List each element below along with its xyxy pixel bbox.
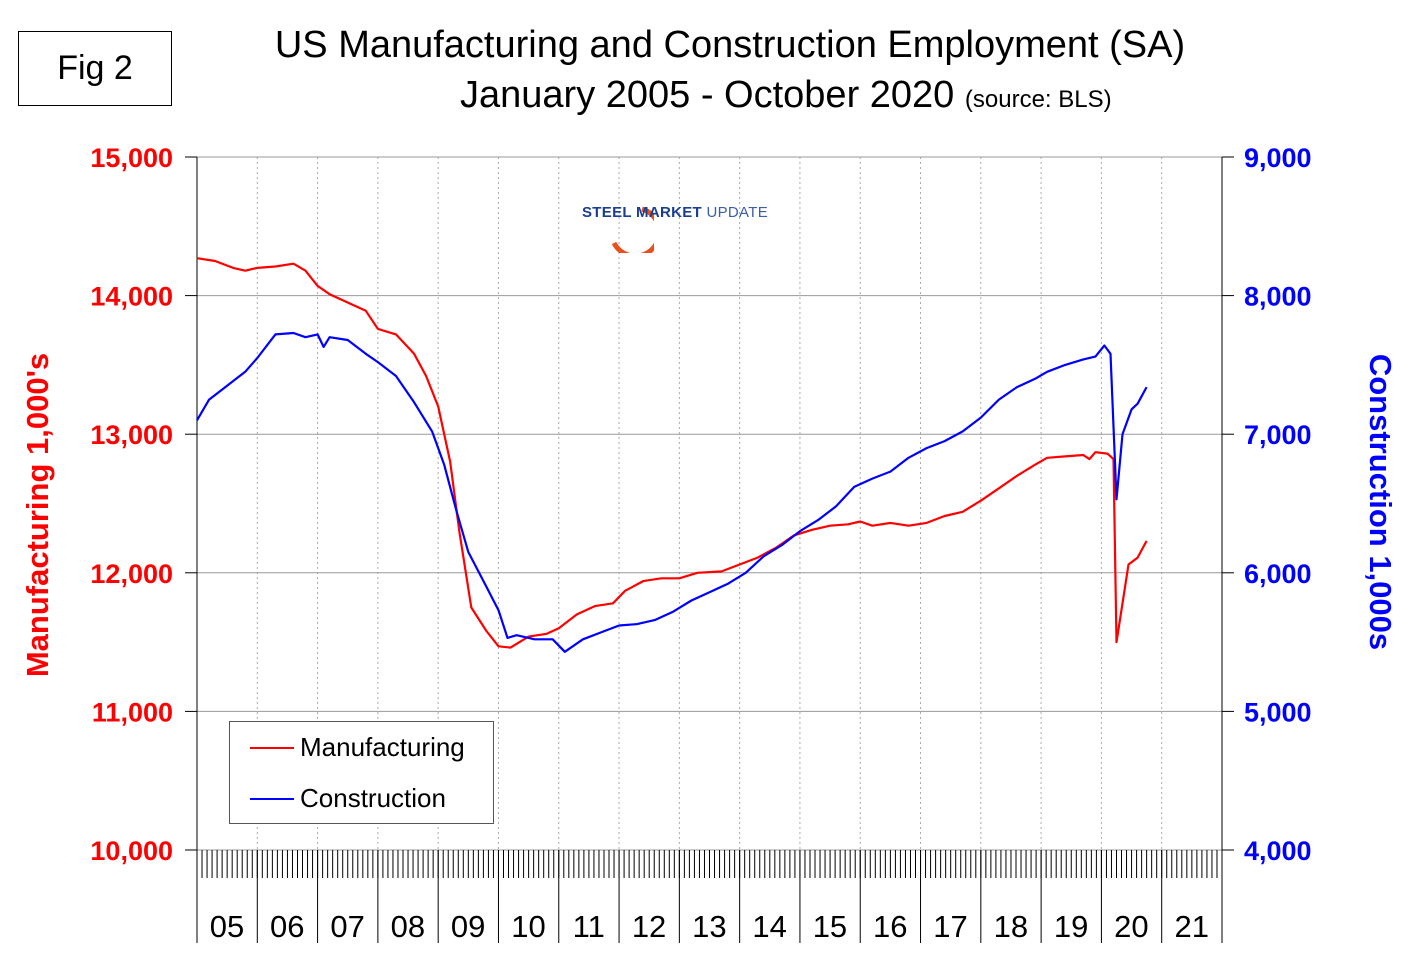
x-tick-label: 10 — [511, 909, 545, 944]
x-tick-label: 05 — [210, 909, 244, 944]
legend-label: Construction — [300, 783, 446, 813]
x-tick-label: 20 — [1114, 909, 1148, 944]
chart-subtitle-wrap: January 2005 - October 2020 (source: BLS… — [460, 74, 1112, 117]
legend: Manufacturing Construction — [229, 721, 494, 824]
x-tick-label: 18 — [994, 909, 1028, 944]
legend-item-manufacturing: Manufacturing — [250, 732, 465, 763]
legend-item-construction: Construction — [250, 783, 446, 814]
logo-swoosh-icon — [611, 206, 654, 253]
x-tick-label: 12 — [632, 909, 666, 944]
legend-label: Manufacturing — [300, 732, 465, 762]
legend-swatch — [250, 746, 294, 749]
x-tick-label: 19 — [1054, 909, 1088, 944]
y-tick-label-right: 4,000 — [1244, 836, 1312, 866]
chart-source: (source: BLS) — [964, 86, 1112, 113]
y-tick-label-left: 14,000 — [90, 282, 173, 312]
y-tick-label-left: 11,000 — [92, 697, 173, 727]
x-tick-label: 17 — [933, 909, 967, 944]
y-tick-label-right: 7,000 — [1244, 420, 1312, 450]
y-tick-label-right: 6,000 — [1244, 559, 1312, 589]
x-tick-label: 21 — [1174, 909, 1208, 944]
logo-text-2: UPDATE — [706, 204, 768, 221]
y-tick-label-left: 12,000 — [90, 559, 173, 589]
y-tick-label-left: 13,000 — [90, 420, 173, 450]
x-tick-label: 07 — [330, 909, 364, 944]
y-axis-title-left: Manufacturing 1,000's — [20, 353, 55, 677]
chart-title: US Manufacturing and Construction Employ… — [274, 24, 1186, 66]
x-tick-label: 14 — [752, 909, 786, 944]
figure-label: Fig 2 — [18, 31, 172, 106]
x-tick-label: 06 — [270, 909, 304, 944]
x-tick-label: 13 — [692, 909, 726, 944]
y-tick-label-right: 8,000 — [1244, 282, 1312, 312]
legend-swatch — [250, 797, 294, 800]
x-tick-label: 11 — [573, 909, 605, 944]
series-line-construction — [196, 331, 1148, 653]
logo-text: STEEL MARKET — [582, 204, 702, 221]
x-tick-label: 08 — [391, 909, 425, 944]
series-line-manufacturing — [196, 257, 1148, 649]
y-tick-label-left: 10,000 — [90, 836, 173, 866]
y-axis-title-right: Construction 1,000s — [1363, 354, 1398, 650]
steel-market-update-logo: STEEL MARKET UPDATE — [582, 204, 768, 253]
y-tick-label-right: 9,000 — [1244, 143, 1312, 173]
x-tick-label: 09 — [451, 909, 485, 944]
x-tick-label: 16 — [873, 909, 907, 944]
chart-subtitle: January 2005 - October 2020 — [460, 74, 955, 116]
y-tick-label-left: 15,000 — [90, 143, 173, 173]
x-tick-label: 15 — [813, 909, 847, 944]
y-tick-label-right: 5,000 — [1244, 697, 1312, 727]
